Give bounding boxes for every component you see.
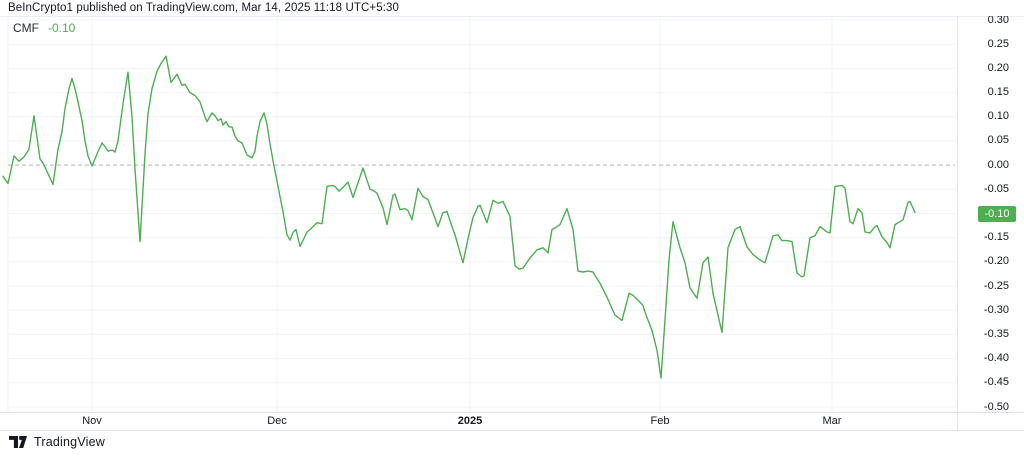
header-title: BeInCrypto1 published on TradingView.com… bbox=[8, 2, 399, 14]
tradingview-label: TradingView bbox=[34, 435, 105, 449]
price-scale-label: 0.00 bbox=[987, 158, 1009, 171]
indicator-value: -0.10 bbox=[48, 21, 76, 35]
indicator-name: CMF bbox=[13, 21, 39, 35]
time-scale-border-bottom bbox=[0, 430, 1024, 431]
time-scale-border-top bbox=[0, 412, 1024, 413]
price-scale-label: 0.10 bbox=[987, 110, 1009, 123]
price-scale-label: -0.25 bbox=[983, 279, 1009, 292]
last-value-badge: -0.10 bbox=[978, 206, 1016, 222]
time-scale[interactable]: Nov Dec 2025 Feb Mar bbox=[0, 412, 957, 430]
indicator-legend[interactable]: CMF -0.10 bbox=[13, 21, 75, 35]
price-scale-label: -0.45 bbox=[983, 376, 1009, 389]
pane-top-border bbox=[0, 16, 1024, 17]
price-scale-label: -0.30 bbox=[983, 303, 1009, 316]
tradingview-logo-icon bbox=[9, 436, 27, 448]
price-scale-label: -0.05 bbox=[983, 182, 1009, 195]
price-scale-label: 0.05 bbox=[987, 134, 1009, 147]
price-scale-label: -0.40 bbox=[983, 352, 1009, 365]
price-scale-label: -0.50 bbox=[983, 400, 1009, 413]
price-scale-label: 0.15 bbox=[987, 86, 1009, 99]
price-scale-border bbox=[957, 16, 958, 430]
cmf-line bbox=[2, 55, 916, 379]
chart-canvas[interactable] bbox=[0, 0, 957, 412]
price-scale-label: 0.20 bbox=[987, 61, 1009, 74]
time-scale-label: Feb bbox=[650, 415, 670, 427]
price-scale[interactable]: 0.30 0.25 0.20 0.15 0.10 0.05 0.00 -0.05 -0.10 -0… bbox=[957, 16, 1024, 430]
price-scale-label: 0.25 bbox=[987, 37, 1009, 50]
price-scale-label: -0.35 bbox=[983, 327, 1009, 340]
price-scale-label: -0.15 bbox=[983, 231, 1009, 244]
time-scale-label: 2025 bbox=[457, 415, 483, 427]
tradingview-attribution[interactable]: TradingView bbox=[8, 435, 105, 449]
price-scale-label: 0.30 bbox=[987, 16, 1009, 26]
time-scale-label: Dec bbox=[267, 415, 287, 427]
time-scale-label: Nov bbox=[82, 415, 102, 427]
price-scale-label: -0.20 bbox=[983, 255, 1009, 268]
time-scale-label: Mar bbox=[822, 415, 842, 427]
